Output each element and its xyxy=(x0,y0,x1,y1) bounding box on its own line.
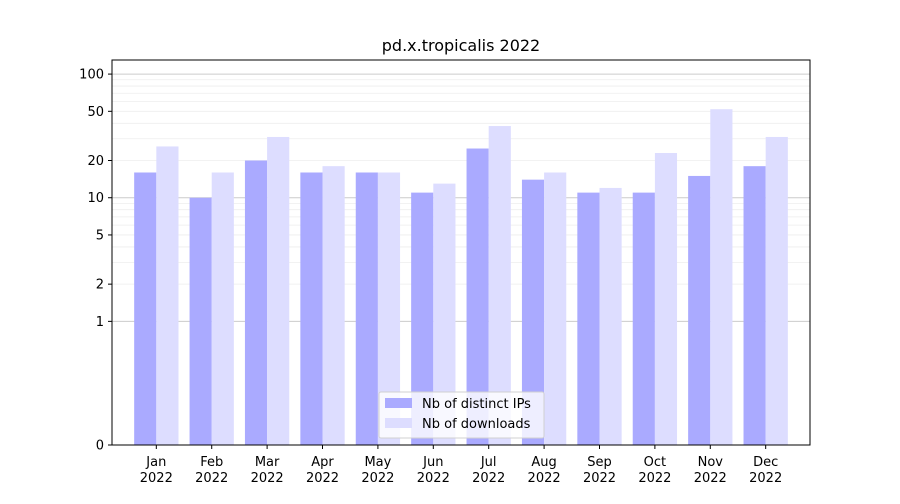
legend-swatch xyxy=(385,418,412,428)
bar xyxy=(300,172,323,446)
x-tick-label-line: 2022 xyxy=(528,471,561,486)
y-tick-label: 0 xyxy=(96,439,104,454)
bar xyxy=(654,153,678,445)
x-tick-label-line: Oct xyxy=(644,455,666,470)
y-tick-label: 100 xyxy=(79,68,104,83)
bar xyxy=(765,136,788,445)
x-tick-label: Mar 2022 xyxy=(251,455,284,486)
x-tick-label: Sep 2022 xyxy=(583,455,616,486)
x-tick-label: Jan 2022 xyxy=(140,455,173,486)
x-tick-label-line: Mar xyxy=(255,455,280,470)
bar xyxy=(688,175,711,445)
y-tick-label: 20 xyxy=(87,154,104,169)
x-tick-label: Jun 2022 xyxy=(417,455,450,486)
y-tick-label: 5 xyxy=(96,228,104,243)
x-tick-label-line: 2022 xyxy=(306,471,339,486)
x-tick-label-line: 2022 xyxy=(472,471,505,486)
x-tick-label-line: Aug xyxy=(531,455,556,470)
x-tick-label-line: Nov xyxy=(698,455,724,470)
x-tick-label: Dec 2022 xyxy=(749,455,782,486)
x-tick-label-line: 2022 xyxy=(749,471,782,486)
bar xyxy=(156,146,179,446)
legend-label: Nb of distinct IPs xyxy=(422,397,531,412)
y-tick-label: 50 xyxy=(87,105,104,120)
x-tick-label-line: Jun xyxy=(422,455,443,470)
bar xyxy=(710,109,733,445)
x-tick-label-line: Jul xyxy=(480,455,497,470)
x-tick-label-line: 2022 xyxy=(361,471,394,486)
bar xyxy=(632,192,655,445)
bar xyxy=(244,160,268,445)
bar xyxy=(743,166,766,445)
bar xyxy=(211,172,234,446)
x-tick-label: Oct 2022 xyxy=(638,455,671,486)
bar xyxy=(411,192,434,445)
x-tick-label-line: Apr xyxy=(311,455,334,470)
x-tick-label-line: 2022 xyxy=(140,471,173,486)
y-tick-label: 2 xyxy=(96,278,104,293)
bar xyxy=(577,192,600,445)
x-tick-label-line: 2022 xyxy=(583,471,616,486)
x-tick-label-line: Jan xyxy=(145,455,166,470)
legend: Nb of distinct IPs Nb of downloads xyxy=(378,391,545,439)
bar xyxy=(466,148,489,445)
bar xyxy=(355,172,378,446)
bar xyxy=(599,187,622,445)
x-tick-label: May 2022 xyxy=(361,455,394,486)
y-tick-label: 1 xyxy=(96,315,104,330)
bar xyxy=(521,179,545,445)
legend-box xyxy=(378,391,545,439)
x-tick-label-line: 2022 xyxy=(638,471,671,486)
x-tick-label-line: 2022 xyxy=(195,471,228,486)
x-tick-label-line: 2022 xyxy=(417,471,450,486)
bar xyxy=(433,183,456,445)
plot-frame xyxy=(111,59,811,446)
bar xyxy=(488,126,511,445)
x-tick-label-line: Feb xyxy=(200,455,223,470)
x-tick-label-line: 2022 xyxy=(694,471,727,486)
bar xyxy=(544,172,567,446)
x-tick-label: Feb 2022 xyxy=(195,455,228,486)
x-tick-label-line: May xyxy=(364,455,391,470)
bars xyxy=(134,109,788,446)
y-tick-label: 10 xyxy=(87,191,104,206)
x-tick-label-line: Dec xyxy=(753,455,778,470)
bar xyxy=(322,166,345,445)
x-tick-label-line: 2022 xyxy=(251,471,284,486)
legend-label: Nb of downloads xyxy=(422,417,531,432)
x-tick-label-line: Sep xyxy=(587,455,612,470)
x-tick-label: Aug 2022 xyxy=(528,455,561,486)
x-tick-label: Nov 2022 xyxy=(694,455,727,486)
bar xyxy=(267,136,290,445)
legend-swatch xyxy=(385,398,412,408)
x-tick-label: Apr 2022 xyxy=(306,455,339,486)
bar xyxy=(189,197,212,445)
x-tick-label: Jul 2022 xyxy=(472,455,505,486)
bar xyxy=(134,172,157,446)
bar xyxy=(377,172,401,446)
chart-title: pd.x.tropicalis 2022 xyxy=(382,36,540,55)
